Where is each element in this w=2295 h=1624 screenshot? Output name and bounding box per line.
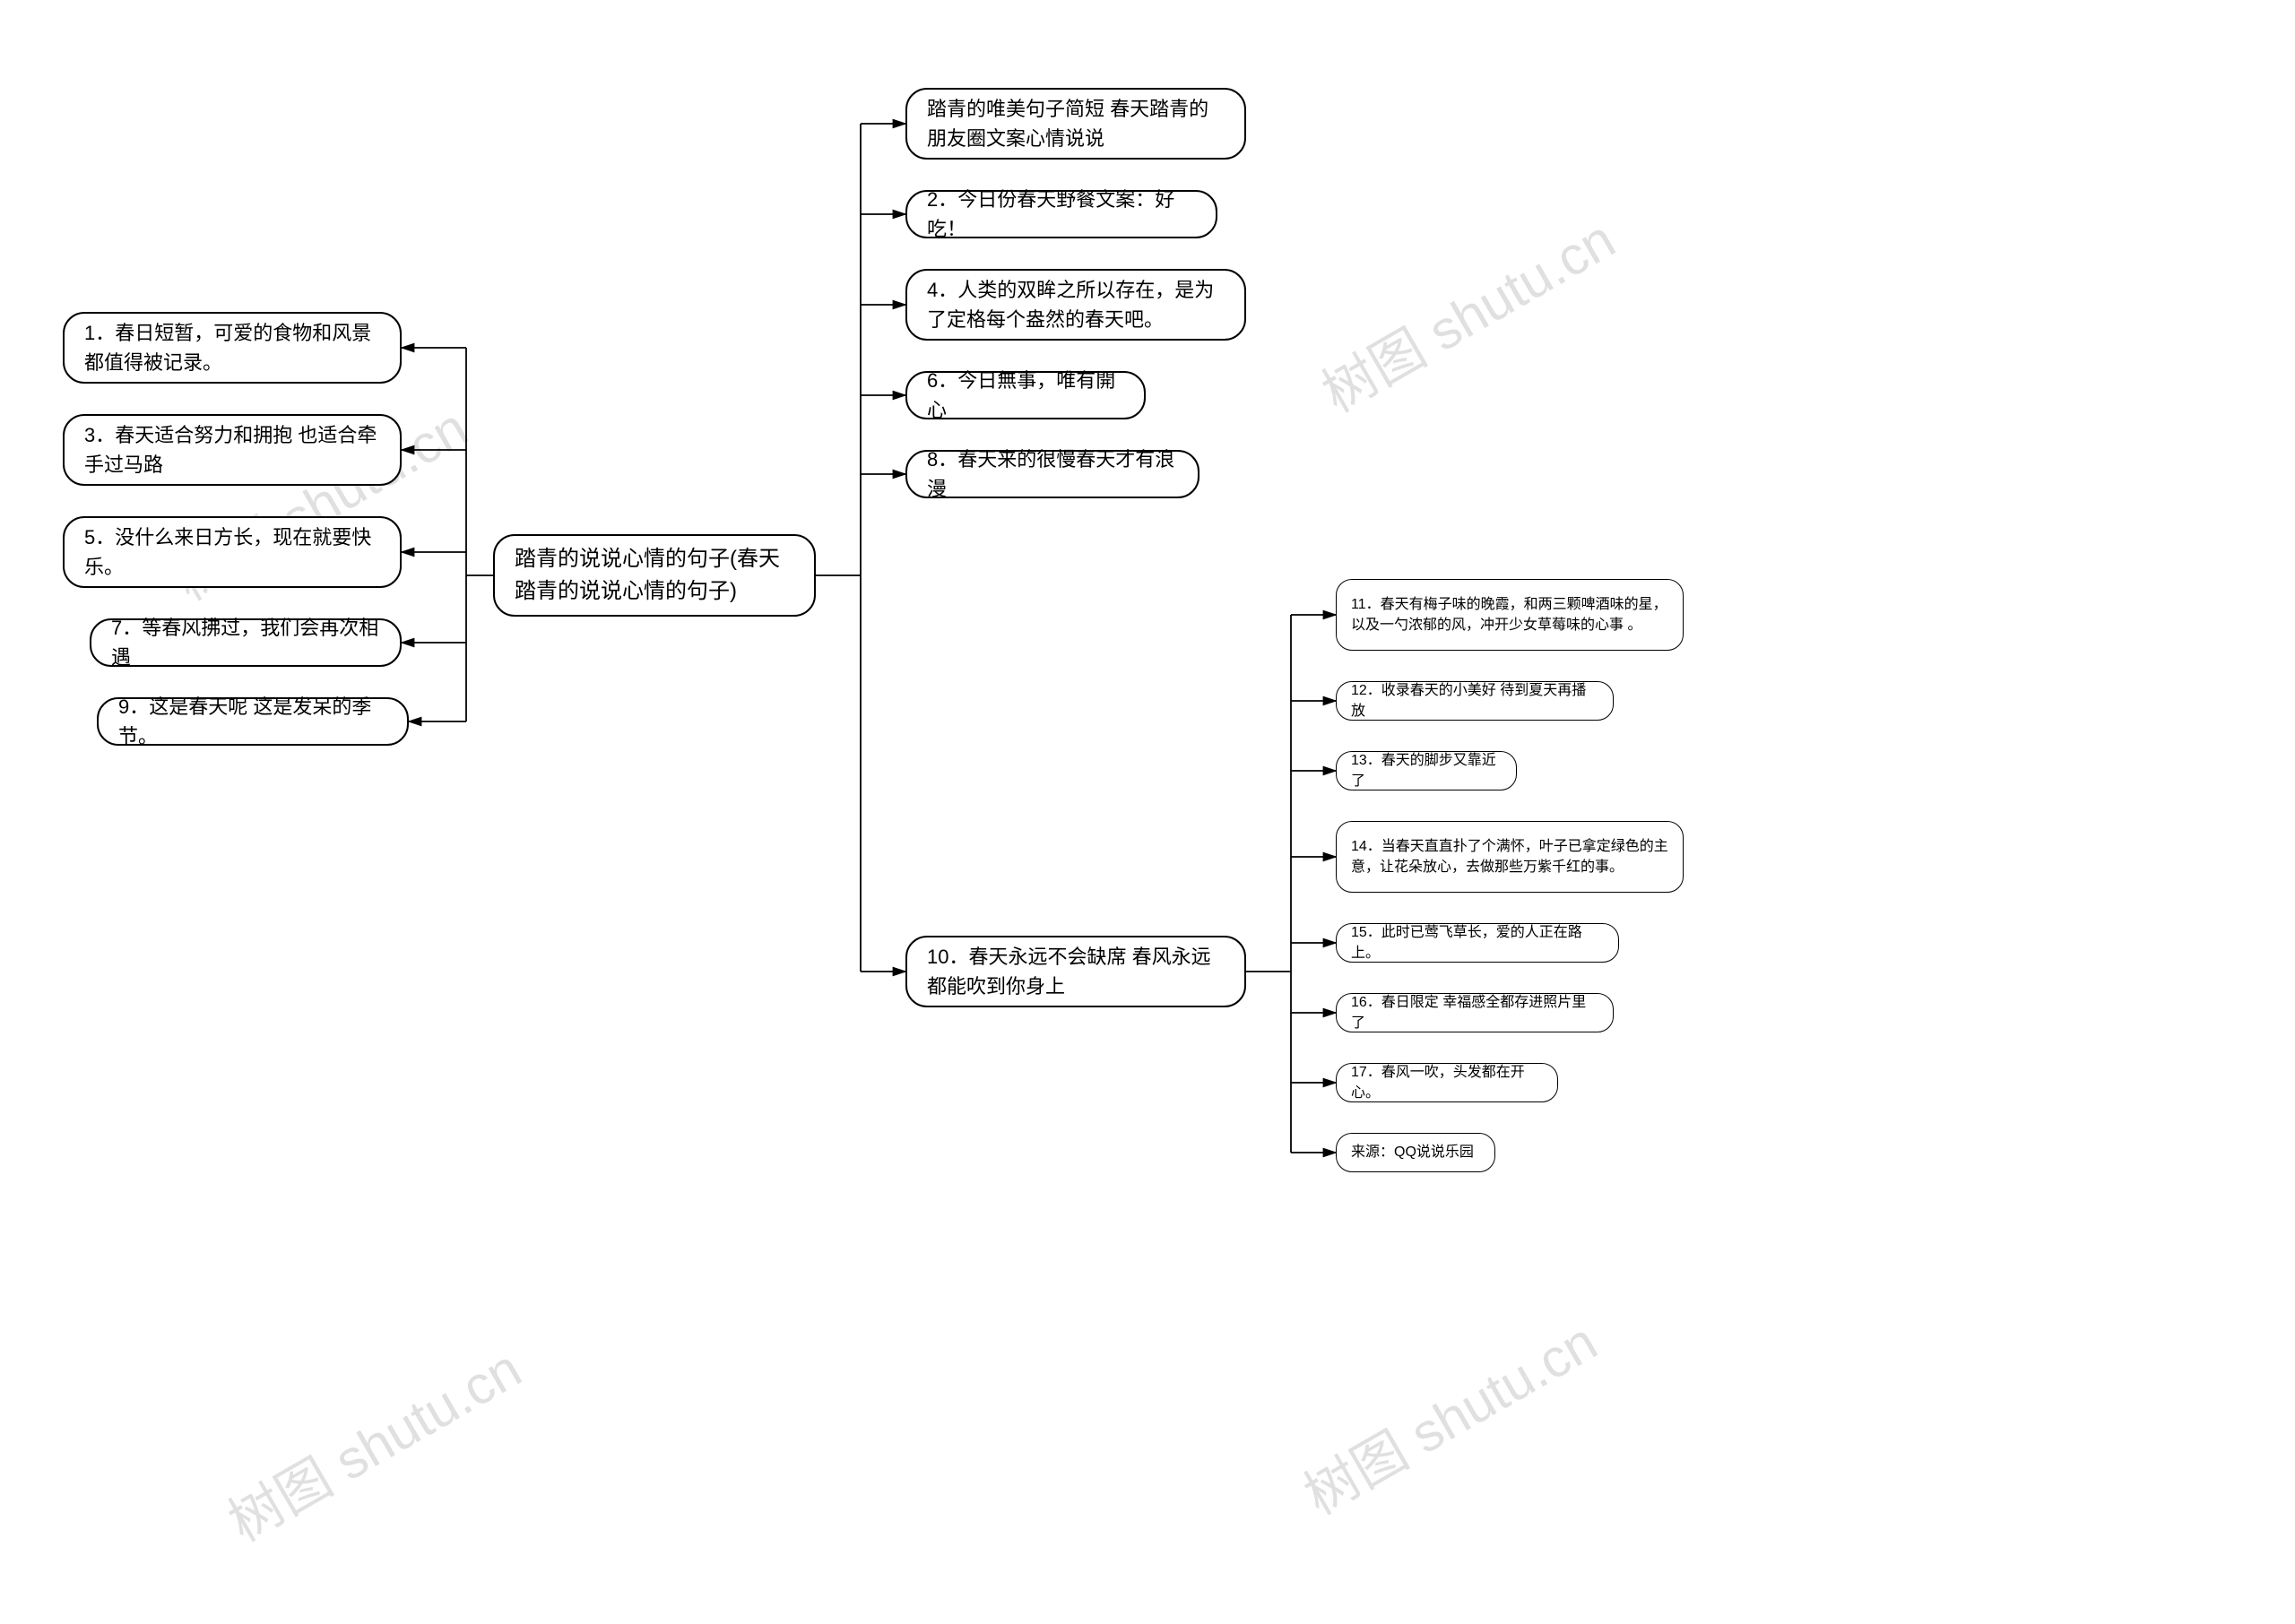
node-label: 踏青的唯美句子简短 春天踏青的朋友圈文案心情说说 <box>927 94 1225 153</box>
left-node-9: 9．这是春天呢 这是发呆的季节。 <box>97 697 409 746</box>
watermark: 树图 shutu.cn <box>1306 197 1627 428</box>
node-label: 来源：QQ说说乐园 <box>1351 1142 1474 1162</box>
node-label: 13．春天的脚步又靠近了 <box>1351 750 1502 791</box>
node-label: 11．春天有梅子味的晚霞，和两三颗啤酒味的星，以及一勺浓郁的风，冲开少女草莓味的… <box>1351 594 1668 635</box>
node-label: 3．春天适合努力和拥抱 也适合牵手过马路 <box>84 420 380 479</box>
right-node-4: 4．人类的双眸之所以存在，是为了定格每个盎然的春天吧。 <box>905 269 1246 341</box>
level2-node-17: 17．春风一吹，头发都在开心。 <box>1336 1063 1558 1102</box>
left-node-1: 1．春日短暂，可爱的食物和风景都值得被记录。 <box>63 312 402 384</box>
node-label: 17．春风一吹，头发都在开心。 <box>1351 1062 1543 1103</box>
level2-node-source: 来源：QQ说说乐园 <box>1336 1133 1495 1172</box>
right-node-a: 踏青的唯美句子简短 春天踏青的朋友圈文案心情说说 <box>905 88 1246 160</box>
watermark: 树图 shutu.cn <box>212 1326 533 1557</box>
node-label: 5．没什么来日方长，现在就要快乐。 <box>84 523 380 582</box>
left-node-3: 3．春天适合努力和拥抱 也适合牵手过马路 <box>63 414 402 486</box>
node-label: 7．等春风拂过，我们会再次相遇 <box>111 613 380 672</box>
center-node: 踏青的说说心情的句子(春天踏青的说说心情的句子) <box>493 534 816 617</box>
node-label: 6．今日無事，唯有開心 <box>927 366 1124 425</box>
center-label: 踏青的说说心情的句子(春天踏青的说说心情的句子) <box>515 543 794 608</box>
level2-node-11: 11．春天有梅子味的晚霞，和两三颗啤酒味的星，以及一勺浓郁的风，冲开少女草莓味的… <box>1336 579 1684 651</box>
node-label: 15．此时已莺飞草长，爱的人正在路上。 <box>1351 922 1604 963</box>
node-label: 1．春日短暂，可爱的食物和风景都值得被记录。 <box>84 318 380 377</box>
node-label: 9．这是春天呢 这是发呆的季节。 <box>118 692 387 751</box>
right-node-10: 10．春天永远不会缺席 春风永远都能吹到你身上 <box>905 936 1246 1007</box>
node-label: 10．春天永远不会缺席 春风永远都能吹到你身上 <box>927 942 1225 1001</box>
node-label: 4．人类的双眸之所以存在，是为了定格每个盎然的春天吧。 <box>927 275 1225 334</box>
level2-node-15: 15．此时已莺飞草长，爱的人正在路上。 <box>1336 923 1619 963</box>
level2-node-13: 13．春天的脚步又靠近了 <box>1336 751 1517 790</box>
watermark: 树图 shutu.cn <box>1288 1300 1609 1530</box>
level2-node-16: 16．春日限定 幸福感全都存进照片里了 <box>1336 993 1614 1032</box>
right-node-6: 6．今日無事，唯有開心 <box>905 371 1146 419</box>
node-label: 8．春天来的很慢春天才有浪漫 <box>927 445 1178 504</box>
node-label: 2．今日份春天野餐文案：好吃！ <box>927 185 1196 244</box>
level2-node-12: 12．收录春天的小美好 待到夏天再播放 <box>1336 681 1614 721</box>
node-label: 14．当春天直直扑了个满怀，叶子已拿定绿色的主意，让花朵放心，去做那些万紫千红的… <box>1351 836 1668 877</box>
left-node-7: 7．等春风拂过，我们会再次相遇 <box>90 618 402 667</box>
level2-node-14: 14．当春天直直扑了个满怀，叶子已拿定绿色的主意，让花朵放心，去做那些万紫千红的… <box>1336 821 1684 893</box>
right-node-2: 2．今日份春天野餐文案：好吃！ <box>905 190 1217 238</box>
right-node-8: 8．春天来的很慢春天才有浪漫 <box>905 450 1199 498</box>
node-label: 12．收录春天的小美好 待到夏天再播放 <box>1351 680 1598 721</box>
node-label: 16．春日限定 幸福感全都存进照片里了 <box>1351 992 1598 1033</box>
left-node-5: 5．没什么来日方长，现在就要快乐。 <box>63 516 402 588</box>
